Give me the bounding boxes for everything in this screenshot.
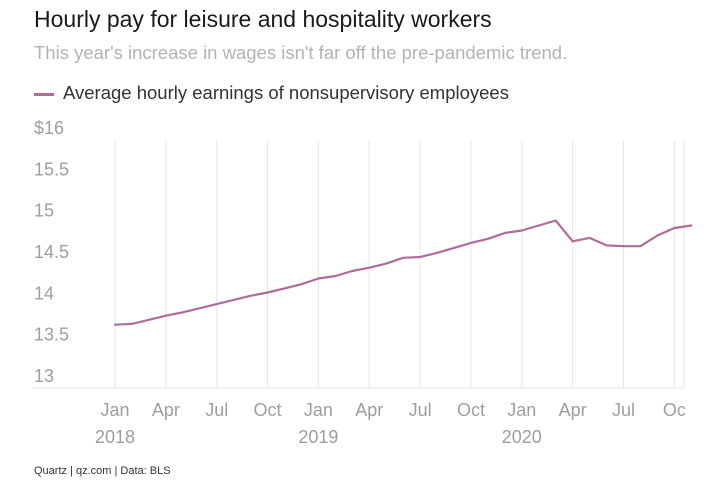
- legend-swatch: [34, 92, 54, 96]
- x-tick-label: Jul: [612, 400, 635, 420]
- x-tick-label: Apr: [559, 400, 587, 420]
- x-tick-label: Jan: [507, 400, 536, 420]
- x-tick-year-label: 2018: [95, 427, 135, 447]
- y-tick-label: 14.5: [34, 242, 69, 262]
- x-tick-label: Oct: [254, 400, 282, 420]
- x-tick-label: Oc: [663, 400, 686, 420]
- x-tick-label: Jul: [409, 400, 432, 420]
- y-tick-label: 15.5: [34, 159, 69, 179]
- x-tick-label: Jul: [205, 400, 228, 420]
- y-tick-label: 14: [34, 283, 54, 303]
- x-tick-label: Jan: [304, 400, 333, 420]
- x-tick-label: Jan: [100, 400, 129, 420]
- series-line: [113, 219, 693, 326]
- y-tick-label: 13.5: [34, 325, 69, 345]
- chart-subtitle: This year's increase in wages isn't far …: [34, 42, 568, 63]
- y-tick-label: $16: [34, 118, 64, 138]
- x-tick-year-label: 2020: [502, 427, 542, 447]
- x-tick-label: Apr: [355, 400, 383, 420]
- y-tick-label: 13: [34, 366, 54, 386]
- legend-label: Average hourly earnings of nonsupervisor…: [63, 82, 509, 103]
- source-note: Quartz | qz.com | Data: BLS: [34, 465, 171, 477]
- x-tick-label: Apr: [152, 400, 180, 420]
- chart-legend: Average hourly earnings of nonsupervisor…: [34, 80, 509, 106]
- chart-title: Hourly pay for leisure and hospitality w…: [34, 6, 492, 32]
- x-tick-year-label: 2019: [298, 427, 338, 447]
- x-tick-label: Oct: [457, 400, 485, 420]
- y-tick-label: 15: [34, 201, 54, 221]
